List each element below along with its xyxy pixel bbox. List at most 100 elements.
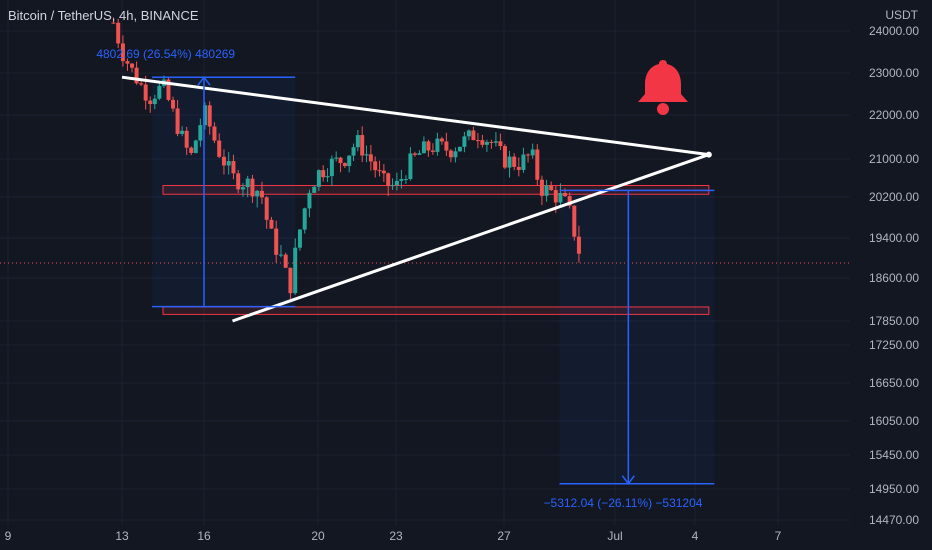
candle-body [558, 192, 563, 203]
candle-body [143, 84, 148, 101]
candle-body [307, 192, 312, 209]
candle-body [240, 187, 245, 190]
candle-body [394, 180, 399, 186]
candle-body [526, 154, 531, 156]
measure-arrow-head [621, 475, 635, 485]
candle-body [212, 126, 217, 141]
candle-body [516, 166, 521, 170]
candle-body [316, 170, 321, 187]
candle-body [521, 154, 526, 170]
candle-body [175, 108, 180, 134]
price-tick-label: 14470.00 [869, 513, 919, 527]
measure-area-1 [559, 190, 715, 484]
candle-body [535, 149, 540, 180]
price-tick-label: 22000.00 [869, 108, 919, 122]
zone-rect-1[interactable] [162, 306, 710, 315]
candle-body [368, 154, 373, 162]
candle-body [444, 141, 449, 151]
candle-body [417, 153, 422, 155]
candle-body [563, 192, 568, 197]
candle-body [198, 125, 203, 141]
candle-body [377, 170, 382, 172]
price-tick-label: 19400.00 [869, 231, 919, 245]
candle-body [507, 156, 512, 168]
price-tick-label: 15450.00 [869, 448, 919, 462]
candle-body [236, 173, 241, 190]
candle-body [293, 247, 298, 294]
chart-title: Bitcoin / TetherUS, 4h, BINANCE [8, 8, 199, 23]
candle-body [278, 254, 283, 256]
candle-body [553, 190, 558, 203]
candle-body [498, 141, 503, 147]
candle-body [435, 138, 440, 152]
candle-body [111, 22, 116, 24]
candle-body [180, 130, 185, 134]
candle-body [530, 149, 535, 156]
bell-icon[interactable] [632, 56, 694, 120]
time-tick-label: 13 [115, 529, 129, 543]
candle-body [576, 236, 581, 254]
candle-body [430, 150, 435, 152]
candle-body [448, 150, 453, 158]
price-tick-label: 21000.00 [869, 152, 919, 166]
candle-body [297, 229, 302, 248]
candle-body [171, 99, 176, 109]
triangle-lower-trendline[interactable] [232, 153, 710, 323]
price-tick-label: 18600.00 [869, 271, 919, 285]
time-tick-label: 9 [5, 529, 12, 543]
candle-body [338, 157, 343, 164]
candle-body [166, 79, 171, 100]
candle-body [539, 179, 544, 196]
candle-body [329, 158, 334, 177]
candle-body [202, 105, 207, 126]
measure-label-upper: 4802.69 (26.54%) 480269 [96, 47, 235, 61]
candle-body [217, 140, 222, 157]
measure-arrow-head [197, 75, 211, 86]
candle-body [116, 22, 121, 44]
price-tick-label: 16050.00 [869, 414, 919, 428]
candle-body [321, 170, 326, 178]
candle-body [502, 146, 507, 168]
candle-body [250, 178, 255, 197]
candle-body [148, 100, 153, 105]
candle-body [408, 153, 413, 180]
candle-body [484, 141, 489, 145]
candle-body [255, 190, 260, 197]
candle-body [457, 146, 462, 152]
candle-body [426, 141, 431, 151]
candle-body [347, 155, 352, 167]
candle-body [125, 61, 130, 64]
candle-body [325, 176, 330, 178]
triangle-upper-trendline[interactable] [121, 75, 710, 157]
price-tick-label: 17250.00 [869, 338, 919, 352]
candle-body [302, 208, 307, 230]
triangle-apex [705, 151, 712, 158]
candle-body [231, 161, 236, 174]
candle-body [334, 157, 339, 159]
candle-body [381, 170, 386, 174]
candle-body [152, 98, 157, 105]
candle-body [157, 85, 162, 99]
time-tick-label: 16 [197, 529, 211, 543]
measure-label-lower: −5312.04 (−26.11%) −531204 [544, 496, 703, 510]
candle-body [351, 147, 356, 156]
candle-body [184, 130, 189, 148]
candle-body [342, 163, 347, 167]
candle-body [572, 205, 577, 237]
price-tick-label: 17850.00 [869, 314, 919, 328]
candle-body [283, 254, 288, 268]
candle-body [567, 196, 572, 206]
candle-body [288, 267, 293, 294]
price-tick-label: 20200.00 [869, 190, 919, 204]
candle-body [189, 147, 194, 153]
candle-body [489, 141, 494, 143]
candle-body [475, 140, 480, 142]
candle-body [390, 185, 395, 187]
time-tick-label: 20 [311, 529, 325, 543]
candle-body [269, 219, 274, 229]
candle-body [512, 156, 517, 167]
price-tick-label: 14950.00 [869, 482, 919, 496]
